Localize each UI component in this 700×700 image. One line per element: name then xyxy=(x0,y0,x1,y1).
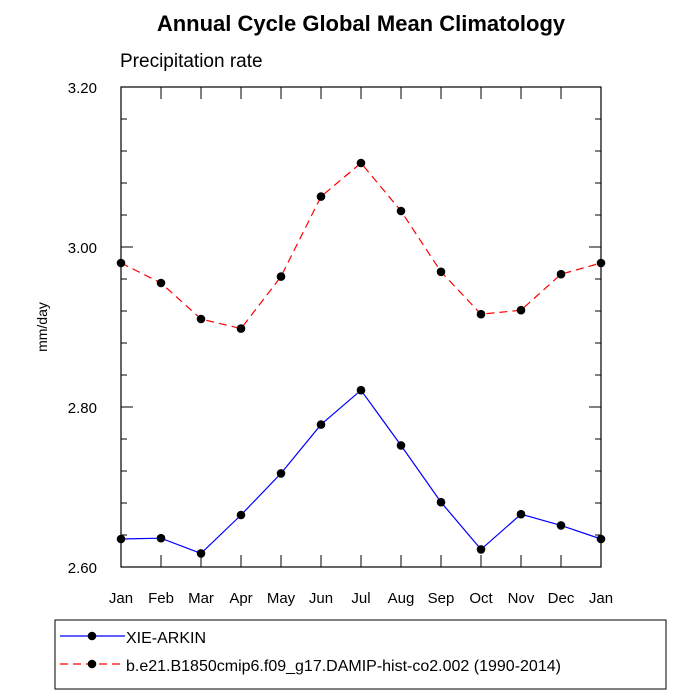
x-tick-label: Nov xyxy=(508,590,535,607)
x-tick-label: Sep xyxy=(428,590,455,607)
series-line-1 xyxy=(120,162,602,330)
y-tick-labels: 2.60 2.80 3.00 3.20 xyxy=(68,80,97,577)
data-point xyxy=(196,549,206,558)
legend-marker xyxy=(87,659,97,669)
chart-title: Annual Cycle Global Mean Climatology xyxy=(157,11,566,36)
data-point xyxy=(156,278,166,288)
data-point xyxy=(196,314,206,324)
data-point xyxy=(556,269,566,279)
data-point xyxy=(356,158,366,168)
data-point xyxy=(436,497,446,507)
legend-marks xyxy=(60,631,125,669)
x-tick-label: Mar xyxy=(188,590,214,607)
series-layer xyxy=(116,158,606,558)
data-point xyxy=(476,309,486,319)
data-point xyxy=(556,521,566,530)
x-tick-label: Jun xyxy=(309,590,333,607)
data-point xyxy=(276,272,286,281)
data-point xyxy=(476,545,486,554)
x-tick-label: Aug xyxy=(388,590,415,607)
plot-frame xyxy=(120,86,602,568)
x-tick-label: Feb xyxy=(148,590,174,607)
y-tick-label: 3.00 xyxy=(68,240,97,257)
y-tick-label: 2.60 xyxy=(68,560,97,577)
data-point xyxy=(356,385,366,395)
data-point xyxy=(436,267,446,277)
data-point xyxy=(516,305,526,315)
x-tick-label: Oct xyxy=(469,590,493,607)
series-line-0 xyxy=(120,389,602,555)
x-tick-label: Jul xyxy=(351,590,370,607)
data-point xyxy=(236,510,246,520)
y-axis-label: mm/day xyxy=(34,302,50,352)
chart-subtitle: Precipitation rate xyxy=(120,51,263,72)
data-point xyxy=(396,441,406,450)
legend: XIE-ARKIN b.e21.B1850cmip6.f09_g17.DAMIP… xyxy=(54,619,667,690)
data-point xyxy=(316,420,326,429)
data-point xyxy=(276,469,286,478)
x-tick-label: Dec xyxy=(548,590,575,607)
x-tick-label: Jan xyxy=(109,590,133,607)
data-point xyxy=(516,509,526,519)
y-tick-label: 2.80 xyxy=(68,400,97,417)
axis-ticks xyxy=(120,86,602,568)
data-point xyxy=(156,533,166,543)
x-tick-label: Apr xyxy=(229,590,252,607)
data-point xyxy=(396,206,406,216)
y-tick-label: 3.20 xyxy=(68,80,97,97)
data-point xyxy=(236,324,246,333)
x-tick-label: Jan xyxy=(589,590,613,607)
legend-marker xyxy=(87,631,97,641)
legend-entry-xie-arkin: XIE-ARKIN xyxy=(126,630,206,647)
legend-box xyxy=(54,619,667,690)
legend-entry-model-run: b.e21.B1850cmip6.f09_g17.DAMIP-hist-co2.… xyxy=(126,658,561,675)
x-tick-labels: Jan Feb Mar Apr May Jun Jul Aug Sep Oct … xyxy=(109,590,613,607)
x-tick-label: May xyxy=(267,590,296,607)
data-point xyxy=(316,192,326,201)
